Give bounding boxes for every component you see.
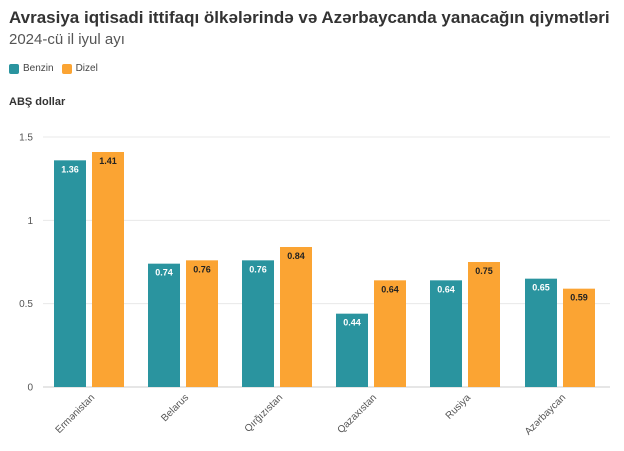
legend: Benzin Dizel <box>9 63 106 74</box>
data-label: 1.36 <box>61 164 79 174</box>
x-tick-label: Qazaxıstan <box>336 392 380 436</box>
chart-title: Avrasiya iqtisadi ittifaqı ölkələrində v… <box>9 8 610 27</box>
legend-label-dizel: Dizel <box>75 63 98 74</box>
data-label: 0.76 <box>249 264 267 274</box>
bar-benzin <box>242 260 274 387</box>
data-label: 0.44 <box>343 318 361 328</box>
data-label: 0.64 <box>437 284 455 294</box>
y-tick-label: 0.5 <box>19 299 33 310</box>
legend-item-dizel[interactable]: Dizel <box>61 63 98 74</box>
legend-swatch-benzin <box>9 63 19 74</box>
bar-dizel <box>563 288 595 387</box>
data-label: 0.74 <box>155 268 173 278</box>
bar-benzin <box>336 313 368 387</box>
bar-benzin <box>148 263 180 387</box>
y-tick-label: 1.5 <box>19 133 33 144</box>
chart-subtitle: 2024-cü il iyul ayı <box>9 31 125 48</box>
x-tick-label: Rusiya <box>444 392 474 422</box>
bar-benzin <box>430 280 462 387</box>
bar-dizel <box>374 280 406 387</box>
data-label: 0.65 <box>532 283 550 293</box>
legend-swatch-dizel <box>61 63 72 74</box>
data-label: 0.59 <box>570 293 588 303</box>
x-tick-label: Belarus <box>159 392 191 424</box>
bar-dizel <box>92 152 124 387</box>
bar-benzin <box>54 160 86 387</box>
data-label: 0.84 <box>287 251 305 261</box>
bar-dizel <box>186 260 218 387</box>
data-label: 1.41 <box>99 156 117 166</box>
bar-benzin <box>525 278 557 387</box>
x-tick-label: Qırğızıstan <box>243 392 285 434</box>
data-label: 0.75 <box>475 266 493 276</box>
x-tick-label: Azərbaycan <box>523 392 568 437</box>
y-tick-label: 1 <box>27 216 33 227</box>
x-tick-label: Ermənistan <box>54 392 98 436</box>
data-label: 0.64 <box>381 284 399 294</box>
y-tick-label: 0 <box>27 383 33 394</box>
bar-dizel <box>280 247 312 387</box>
y-axis-title: ABŞ dollar <box>9 96 66 108</box>
legend-label-benzin: Benzin <box>23 63 54 74</box>
data-label: 0.76 <box>193 264 211 274</box>
bar-dizel <box>468 262 500 387</box>
legend-item-benzin[interactable]: Benzin <box>9 63 54 74</box>
